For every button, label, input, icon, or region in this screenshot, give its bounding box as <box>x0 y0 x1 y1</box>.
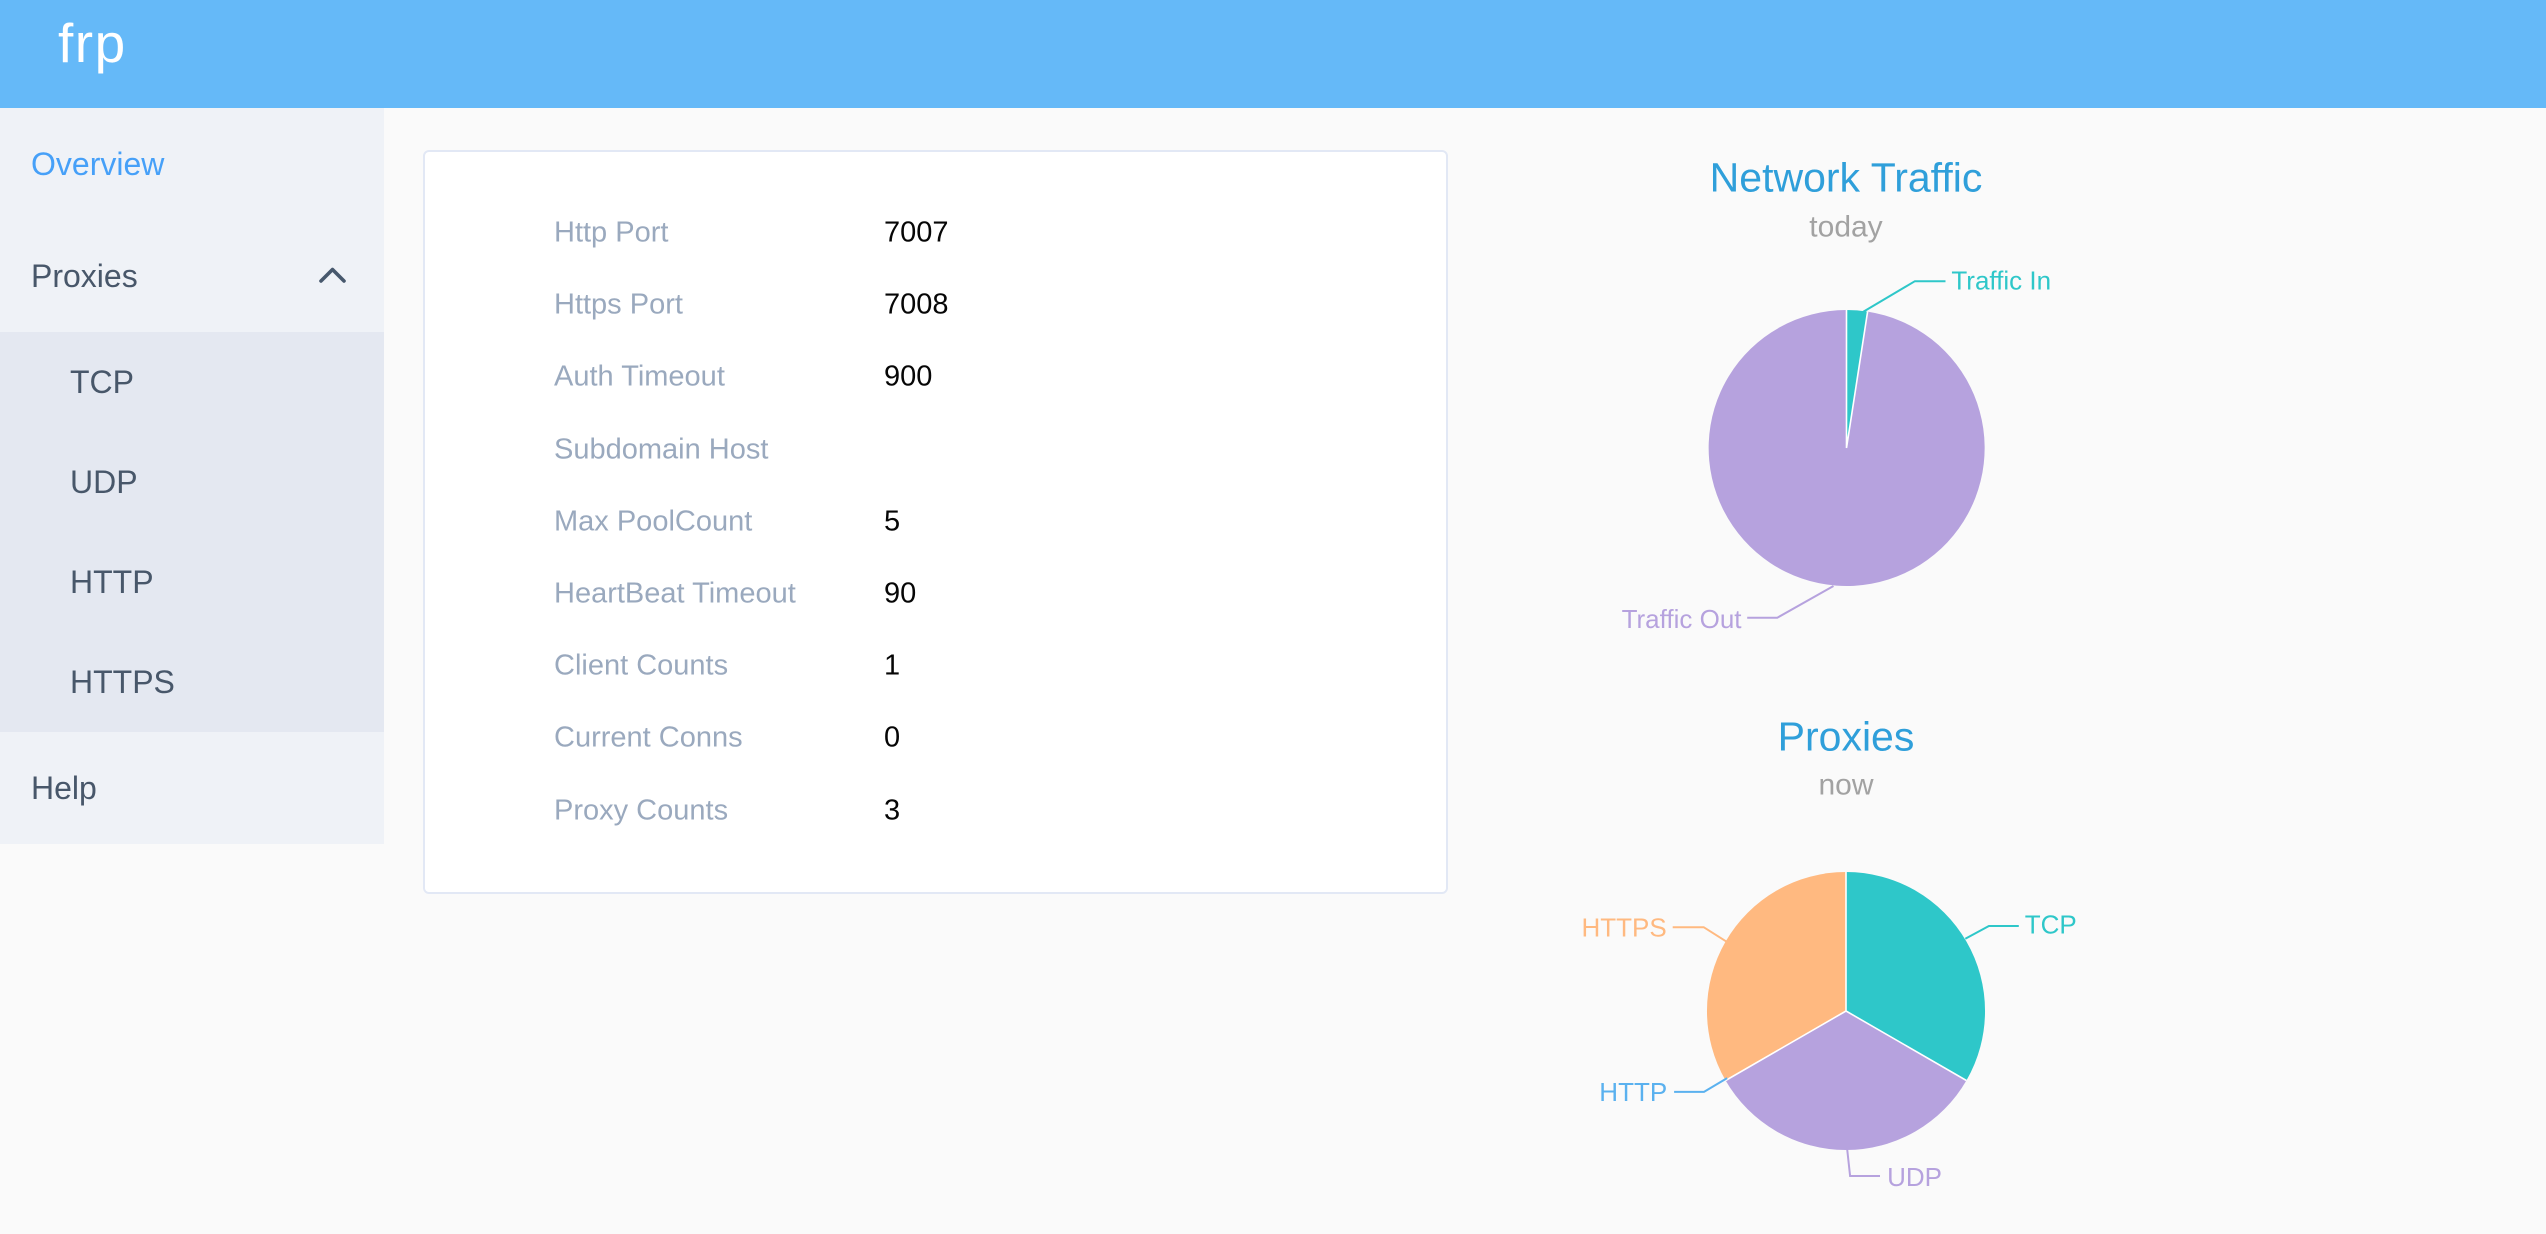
svg-text:Traffic In: Traffic In <box>1951 266 2051 296</box>
svg-text:Traffic Out: Traffic Out <box>1622 604 1743 634</box>
svg-text:HTTP: HTTP <box>1599 1077 1667 1107</box>
svg-text:HTTPS: HTTPS <box>1581 913 1666 943</box>
svg-text:today: today <box>1809 211 1882 244</box>
svg-text:Network Traffic: Network Traffic <box>1710 155 1983 201</box>
svg-text:now: now <box>1818 769 1873 802</box>
svg-text:UDP: UDP <box>1887 1162 1942 1192</box>
svg-text:Proxies: Proxies <box>1778 714 1915 760</box>
svg-text:TCP: TCP <box>2025 910 2077 940</box>
